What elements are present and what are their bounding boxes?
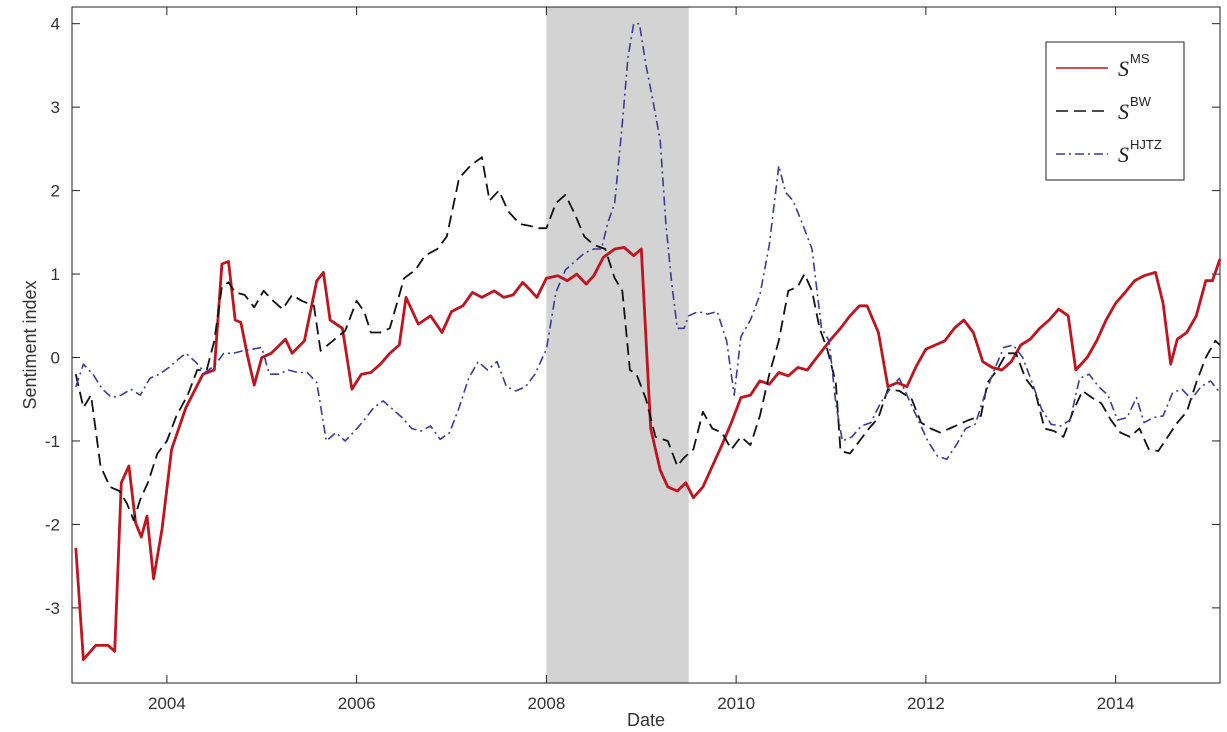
y-tick-label: 4 — [51, 15, 60, 34]
x-tick-label: 2008 — [527, 694, 565, 713]
y-tick-label: -3 — [45, 599, 60, 618]
y-tick-label: 0 — [51, 349, 60, 368]
series-lines — [74, 22, 1222, 661]
y-axis-label: Sentiment index — [20, 280, 40, 409]
x-tick-label: 2014 — [1097, 694, 1135, 713]
y-tick-label: 3 — [51, 98, 60, 117]
x-tick-label: 2010 — [717, 694, 755, 713]
x-axis-ticks: 2004 2006 2008 2010 2012 2014 — [148, 7, 1135, 713]
shaded-region-0 — [546, 7, 689, 683]
x-tick-label: 2012 — [907, 694, 945, 713]
x-tick-label: 2006 — [338, 694, 376, 713]
series-line-bw — [74, 156, 1221, 522]
x-tick-label: 2004 — [148, 694, 186, 713]
y-tick-label: -1 — [45, 432, 60, 451]
x-axis-label: Date — [627, 710, 665, 730]
y-tick-label: 2 — [51, 182, 60, 201]
y-axis-ticks: -3 -2 -1 0 1 2 3 4 — [45, 15, 1220, 618]
series-line-hjtz — [75, 22, 1221, 461]
legend-box — [1045, 41, 1185, 181]
shaded-regions — [546, 7, 689, 683]
y-tick-label: -2 — [45, 515, 60, 534]
series-line-ms — [74, 246, 1222, 661]
y-tick-label: 1 — [51, 265, 60, 284]
